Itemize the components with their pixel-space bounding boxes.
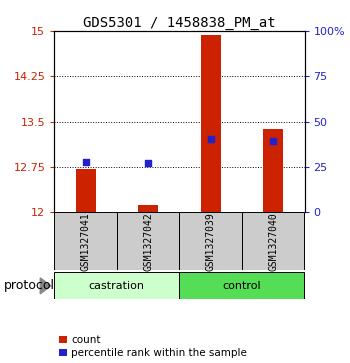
Bar	[263, 129, 283, 212]
Text: GSM1327042: GSM1327042	[143, 212, 153, 271]
Text: protocol: protocol	[4, 280, 55, 292]
Point	[145, 160, 151, 166]
Bar	[76, 169, 96, 212]
Text: GSM1327040: GSM1327040	[268, 212, 278, 271]
Bar	[138, 205, 158, 212]
Bar	[54, 212, 117, 270]
Bar	[180, 272, 304, 299]
Legend: count, percentile rank within the sample: count, percentile rank within the sample	[60, 335, 247, 358]
Title: GDS5301 / 1458838_PM_at: GDS5301 / 1458838_PM_at	[83, 16, 276, 30]
Text: GSM1327039: GSM1327039	[206, 212, 216, 271]
Bar	[242, 212, 304, 270]
Bar	[201, 35, 220, 212]
Point	[208, 136, 213, 142]
Text: GSM1327041: GSM1327041	[80, 212, 91, 271]
Text: castration: castration	[89, 281, 145, 291]
Point	[83, 159, 88, 164]
Bar	[54, 272, 179, 299]
Text: control: control	[223, 281, 261, 291]
Bar	[117, 212, 179, 270]
Point	[271, 138, 276, 144]
Bar	[180, 212, 242, 270]
